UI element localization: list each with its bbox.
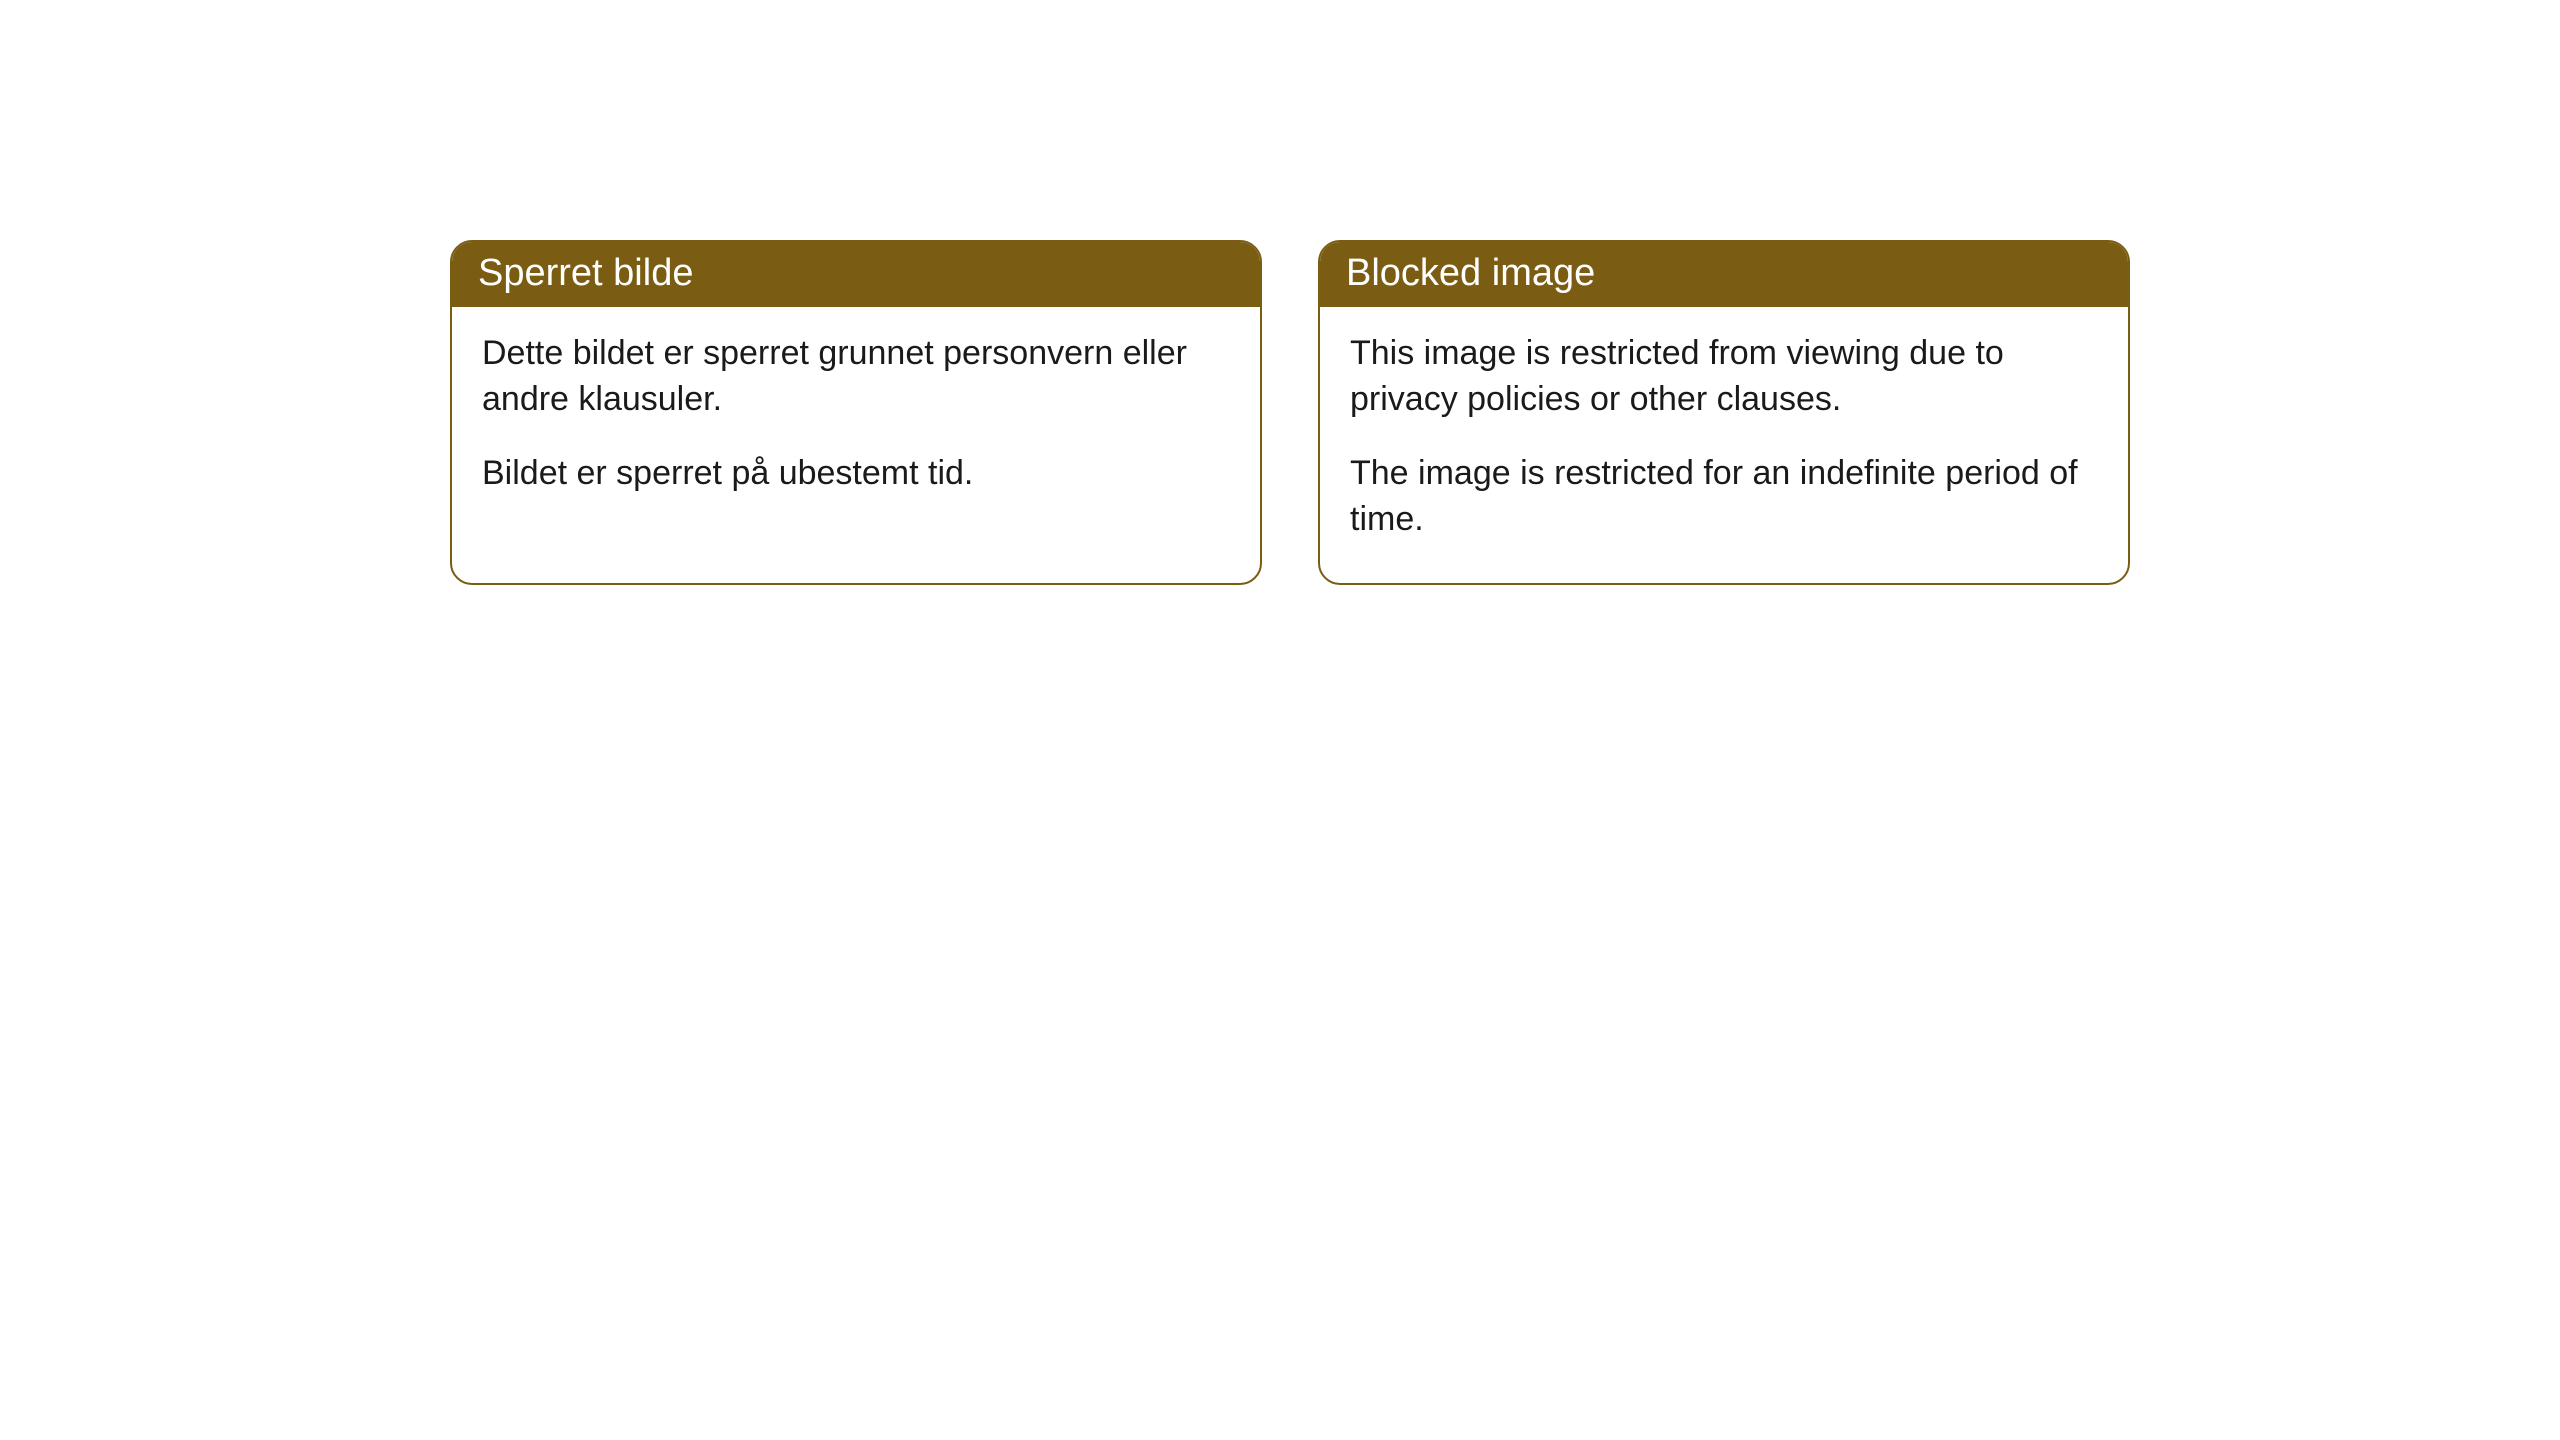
- card-header-en: Blocked image: [1320, 242, 2128, 307]
- notice-container: Sperret bilde Dette bildet er sperret gr…: [0, 0, 2560, 585]
- card-paragraph: This image is restricted from viewing du…: [1350, 331, 2098, 423]
- card-paragraph: Bildet er sperret på ubestemt tid.: [482, 451, 1230, 497]
- card-body-en: This image is restricted from viewing du…: [1320, 307, 2128, 583]
- card-paragraph: Dette bildet er sperret grunnet personve…: [482, 331, 1230, 423]
- card-header-no: Sperret bilde: [452, 242, 1260, 307]
- blocked-image-card-no: Sperret bilde Dette bildet er sperret gr…: [450, 240, 1262, 585]
- card-paragraph: The image is restricted for an indefinit…: [1350, 451, 2098, 543]
- card-body-no: Dette bildet er sperret grunnet personve…: [452, 307, 1260, 537]
- blocked-image-card-en: Blocked image This image is restricted f…: [1318, 240, 2130, 585]
